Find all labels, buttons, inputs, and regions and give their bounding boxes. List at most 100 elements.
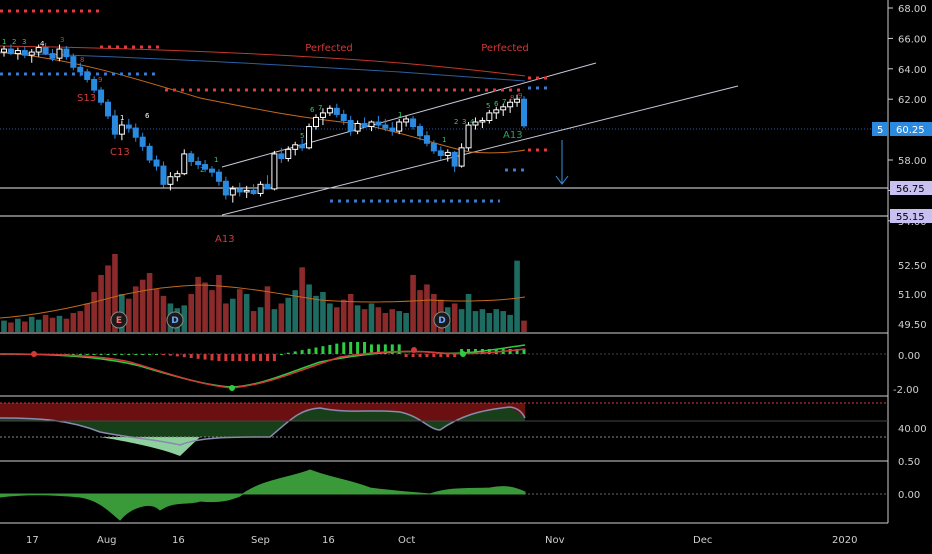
candle xyxy=(111,109,118,139)
candle-body xyxy=(7,48,14,55)
candle-body xyxy=(347,119,354,132)
volume-bar xyxy=(112,254,118,332)
volume-bar xyxy=(250,311,257,332)
annotation-c13: C13 xyxy=(110,147,130,158)
volume-bar xyxy=(403,312,409,332)
candle-body xyxy=(319,112,326,118)
macd-cross-marker-4 xyxy=(460,351,466,357)
svg-text:6: 6 xyxy=(494,100,499,108)
volume-bar xyxy=(340,299,347,332)
svg-text:9: 9 xyxy=(98,76,102,84)
macd-cross-marker-2 xyxy=(229,385,235,391)
macd-hist-bar xyxy=(390,344,394,354)
momentum-axis: 0.50 0.00 xyxy=(898,457,920,501)
candle-body xyxy=(250,189,257,194)
volume-bar xyxy=(271,309,278,332)
macd-hist-bar xyxy=(439,354,443,357)
macd-hist-bar xyxy=(161,354,165,355)
candle-body xyxy=(70,56,77,68)
annotation-perfected-1: Perfected xyxy=(305,43,353,54)
time-label-sep: Sep xyxy=(251,535,270,546)
volume-bar xyxy=(98,274,104,332)
svg-text:1: 1 xyxy=(398,111,402,119)
macd-hist-bar xyxy=(404,354,408,357)
price-tick-2: 64.00 xyxy=(898,65,927,76)
macd-hist-bar xyxy=(238,354,242,361)
down-arrow-icon xyxy=(555,140,569,185)
candle-body xyxy=(479,119,486,123)
macd-hist-bar xyxy=(467,349,471,354)
candle-body xyxy=(209,168,215,173)
candle-body xyxy=(188,153,195,163)
dividend-marker-icon[interactable] xyxy=(166,311,184,329)
price-tick-3: 62.00 xyxy=(898,95,927,106)
volume-bar xyxy=(493,309,500,332)
candle xyxy=(35,44,42,57)
volume-bar xyxy=(486,312,493,332)
candle xyxy=(278,147,285,164)
volume-bar xyxy=(472,311,479,332)
candle-body xyxy=(236,188,243,193)
macd-hist-bar xyxy=(182,354,186,358)
volume-bar xyxy=(56,315,63,332)
macd-hist-bar xyxy=(78,354,82,355)
candle-body xyxy=(292,144,299,150)
volume-bar xyxy=(507,314,513,332)
svg-text:1: 1 xyxy=(214,156,218,164)
volume-bar xyxy=(292,290,298,332)
candle-body xyxy=(514,98,521,103)
candle xyxy=(396,118,403,135)
volume-bar xyxy=(389,309,396,332)
rsi-tick-40: 40.00 xyxy=(898,424,927,435)
candle xyxy=(84,68,91,83)
volume-bar xyxy=(42,314,49,332)
macd-hist-bar xyxy=(210,354,214,361)
volume-bar xyxy=(132,286,139,332)
macd-hist-bar xyxy=(411,354,415,357)
candle xyxy=(229,185,236,203)
macd-hist-bar xyxy=(113,354,117,355)
macd-cross-marker-1 xyxy=(31,351,37,357)
candle xyxy=(222,176,229,200)
volume-bar xyxy=(417,290,423,332)
candle xyxy=(174,170,181,182)
volume-bar xyxy=(209,290,215,332)
candle-body xyxy=(174,173,181,178)
candle-body xyxy=(403,118,410,123)
macd-hist-bar xyxy=(376,344,380,354)
svg-text:3: 3 xyxy=(60,36,64,44)
candle xyxy=(7,44,14,56)
candle-body xyxy=(486,112,493,121)
macd-hist-bar xyxy=(85,354,89,355)
candle xyxy=(382,118,389,132)
macd-hist-bar xyxy=(64,354,68,355)
candle-body xyxy=(396,121,403,132)
candle xyxy=(333,103,340,118)
macd-cross-marker-3 xyxy=(411,347,417,353)
candle xyxy=(375,115,382,129)
level-label-upper: 56.75 xyxy=(896,184,925,195)
rsi-axis: 40.00 xyxy=(898,424,927,435)
volume-bar xyxy=(236,289,243,332)
pane-separators xyxy=(0,332,888,524)
candle-body xyxy=(285,148,292,159)
candle-body xyxy=(417,126,423,137)
volume-bar xyxy=(188,293,194,332)
time-label-oct: Oct xyxy=(398,535,415,546)
candle xyxy=(514,94,521,107)
countdown-label-bg xyxy=(872,122,888,136)
candle-body xyxy=(382,124,389,129)
candle xyxy=(313,114,319,130)
candle xyxy=(423,131,430,147)
dividend-marker-2-icon[interactable] xyxy=(433,311,451,329)
candle-body xyxy=(111,115,118,135)
macd-axis: 0.00 -2.00 xyxy=(893,351,920,396)
candle-body xyxy=(21,50,28,56)
earnings-marker-icon[interactable] xyxy=(110,311,128,329)
volume-bar xyxy=(424,284,430,332)
volume-bar xyxy=(299,267,305,332)
macd-hist-bar xyxy=(328,344,332,354)
candle xyxy=(125,118,132,133)
macd-hist-bar xyxy=(314,347,318,354)
